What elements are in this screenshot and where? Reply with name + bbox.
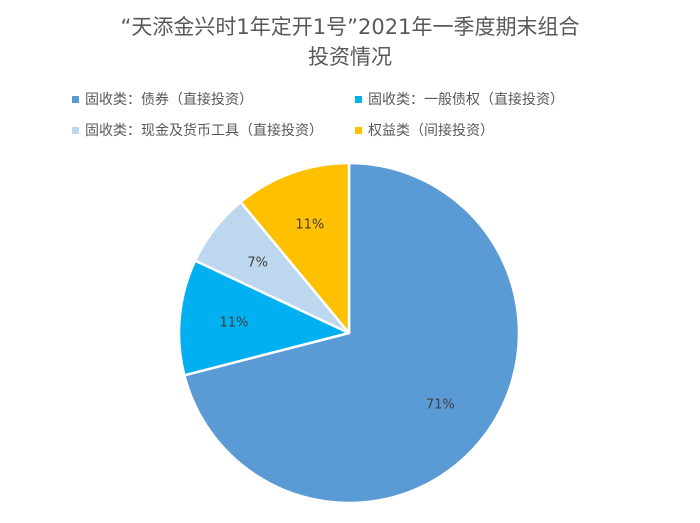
legend-label-equity: 权益类（间接投资）: [368, 122, 494, 139]
legend-swatch-general-debt: [355, 96, 362, 103]
legend-item-bonds: 固收类：债券（直接投资）: [72, 91, 253, 108]
pie-slice-general-debt: [177, 259, 351, 377]
chart-title-line-2: 投资情况: [308, 45, 392, 69]
legend-item-equity: 权益类（间接投资）: [355, 122, 494, 139]
pie-slice-bonds: [183, 161, 521, 505]
data-label-cash: 7%: [247, 256, 268, 271]
pie-slices: [177, 161, 521, 505]
legend-item-cash: 固收类：现金及货币工具（直接投资）: [72, 122, 323, 139]
pie-data-labels: 71% 11% 7% 11%: [219, 218, 454, 413]
legend-swatch-bonds: [72, 96, 79, 103]
legend-item-general-debt: 固收类：一般债权（直接投资）: [355, 91, 564, 108]
legend-label-general-debt: 固收类：一般债权（直接投资）: [368, 91, 564, 108]
data-label-general-debt: 11%: [219, 316, 248, 331]
legend-label-bonds: 固收类：债券（直接投资）: [85, 91, 253, 108]
chart-title-line-1: “天添金兴时1年定开1号”2021年一季度期末组合: [121, 15, 580, 39]
legend-swatch-cash: [72, 127, 79, 134]
legend-swatch-equity: [355, 127, 362, 134]
chart-legend: 固收类：债券（直接投资） 固收类：一般债权（直接投资） 固收类：现金及货币工具（…: [72, 91, 564, 139]
data-label-bonds: 71%: [426, 397, 455, 412]
legend-label-cash: 固收类：现金及货币工具（直接投资）: [85, 122, 323, 139]
pie-slice-equity: [239, 161, 351, 335]
data-label-equity: 11%: [295, 218, 324, 233]
